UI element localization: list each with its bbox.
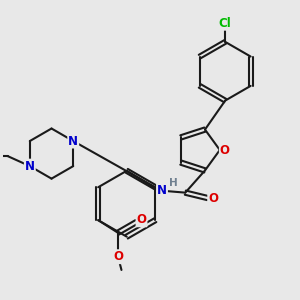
Text: O: O xyxy=(113,250,123,263)
Text: O: O xyxy=(220,143,230,157)
Text: N: N xyxy=(68,134,78,148)
Text: N: N xyxy=(157,184,167,197)
Text: O: O xyxy=(136,213,146,226)
Text: O: O xyxy=(208,191,218,205)
Text: N: N xyxy=(25,160,35,172)
Text: Cl: Cl xyxy=(219,17,232,30)
Text: H: H xyxy=(169,178,178,188)
